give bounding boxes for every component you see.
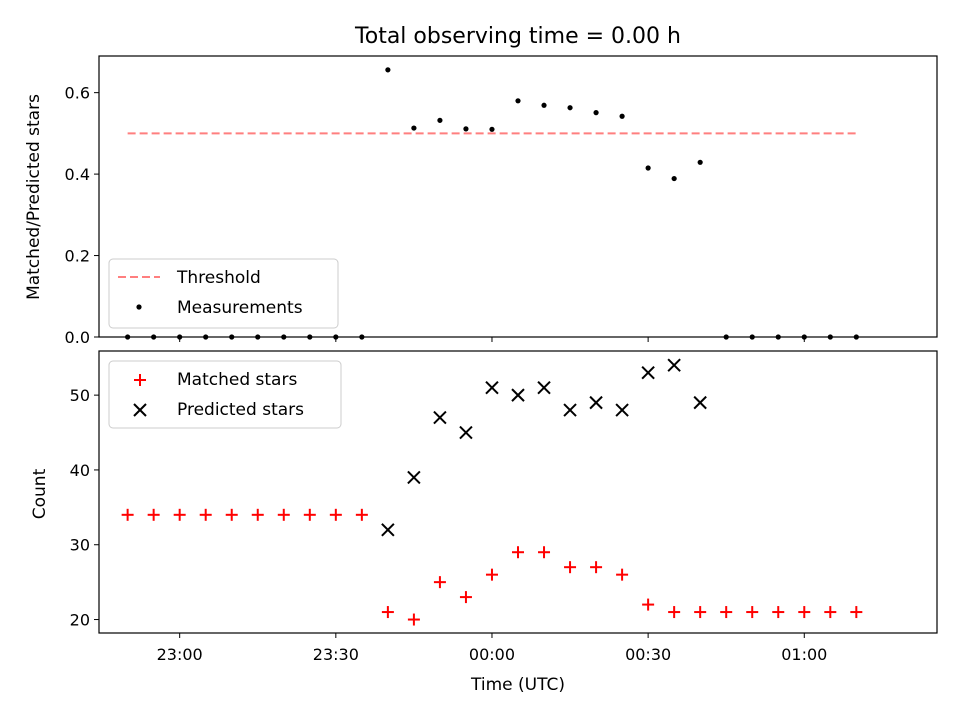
matched-star-point (798, 606, 811, 619)
measurement-point (671, 175, 677, 182)
predicted-star-point (407, 470, 421, 485)
x-tick-label: 23:00 (157, 645, 203, 664)
top-legend: Threshold Measurements (108, 258, 339, 329)
matched-star-point (824, 606, 837, 619)
bottom-y-axis-label: Count (30, 468, 50, 519)
measurement-point (697, 159, 703, 165)
measurement-point (593, 110, 599, 116)
x-tick-label: 01:00 (781, 645, 827, 664)
matched-star-point (147, 508, 160, 521)
predicted-star-point (537, 380, 551, 395)
top-y-axis-label: Matched/Predicted stars (24, 94, 44, 300)
top-y-tick-label: 0.2 (65, 247, 90, 266)
matched-star-point (329, 508, 342, 521)
matched-star-point (277, 508, 290, 521)
legend-measurements-swatch (136, 304, 142, 310)
top-legend-box (108, 258, 339, 329)
x-axis-label: Time (UTC) (470, 675, 565, 695)
legend-matched-swatch (134, 374, 146, 386)
matched-star-point (407, 613, 420, 626)
matched-star-point (485, 568, 498, 581)
bottom-plot-area: 20 30 40 50 23:00 23:30 00:00 00:30 01:00 (70, 358, 863, 664)
bottom-axes-frame (98, 350, 938, 634)
predicted-star-point (589, 395, 603, 410)
legend-predicted-swatch (133, 403, 147, 417)
bottom-legend: Matched stars Predicted stars (108, 360, 342, 429)
measurement-point (645, 165, 651, 171)
top-y-tick-label: 0.4 (65, 165, 90, 184)
measurement-point (619, 113, 625, 119)
matched-star-point (538, 546, 551, 559)
matched-star-point (746, 606, 759, 619)
bottom-y-tick-label: 40 (70, 461, 90, 480)
predicted-star-point (615, 403, 629, 417)
bottom-legend-box (108, 360, 342, 429)
matched-star-point (642, 598, 655, 611)
top-y-tick-label: 0.0 (65, 328, 90, 347)
predicted-star-point (485, 380, 499, 395)
x-tick-label: 23:30 (313, 645, 359, 664)
matched-star-point (720, 606, 733, 619)
bottom-y-tick-label: 20 (70, 611, 90, 630)
matched-star-point (199, 508, 212, 521)
legend-measurements-label: Measurements (177, 298, 303, 318)
legend-predicted-label: Predicted stars (177, 400, 304, 420)
measurement-point (567, 105, 573, 111)
top-y-tick-label: 0.6 (65, 84, 90, 103)
matched-star-point (381, 606, 394, 619)
measurement-point (515, 98, 521, 104)
predicted-star-point (433, 410, 447, 425)
matched-star-point (303, 508, 316, 521)
bottom-y-tick-label: 50 (70, 386, 90, 405)
matched-star-point (850, 606, 863, 619)
measurement-point (385, 67, 391, 73)
matched-star-point (512, 546, 524, 559)
predicted-star-point (667, 358, 681, 372)
top-chart-title: Total observing time = 0.00 h (354, 24, 681, 49)
predicted-star-point (511, 388, 525, 402)
matched-star-point (433, 576, 446, 589)
legend-matched-label: Matched stars (177, 370, 297, 390)
matched-star-point (772, 606, 785, 619)
matched-star-point (616, 568, 629, 581)
matched-star-point (668, 606, 681, 619)
matched-star-point (590, 561, 603, 574)
measurement-point (411, 125, 417, 131)
matched-star-point (459, 591, 472, 604)
predicted-star-point (459, 425, 473, 440)
predicted-star-point (641, 365, 655, 380)
matched-star-point (564, 561, 577, 574)
top-axes-frame (98, 55, 938, 338)
matched-star-point (694, 606, 707, 619)
predicted-star-point (563, 403, 577, 417)
predicted-star-point (693, 395, 707, 410)
x-tick-label: 00:00 (469, 645, 515, 664)
legend-threshold-label: Threshold (176, 268, 261, 288)
measurement-point (541, 102, 547, 108)
x-tick-label: 00:30 (625, 645, 671, 664)
measurement-point (489, 126, 495, 132)
predicted-star-point (381, 523, 395, 537)
measurement-point (463, 126, 469, 132)
matched-star-point (121, 508, 134, 521)
top-plot-area: 0.0 0.2 0.4 0.6 (65, 67, 859, 347)
matched-star-point (355, 508, 368, 521)
matched-star-point (173, 508, 186, 521)
matched-star-point (225, 508, 238, 521)
matched-star-point (251, 508, 264, 521)
bottom-y-tick-label: 30 (70, 536, 90, 555)
measurement-point (437, 117, 443, 123)
